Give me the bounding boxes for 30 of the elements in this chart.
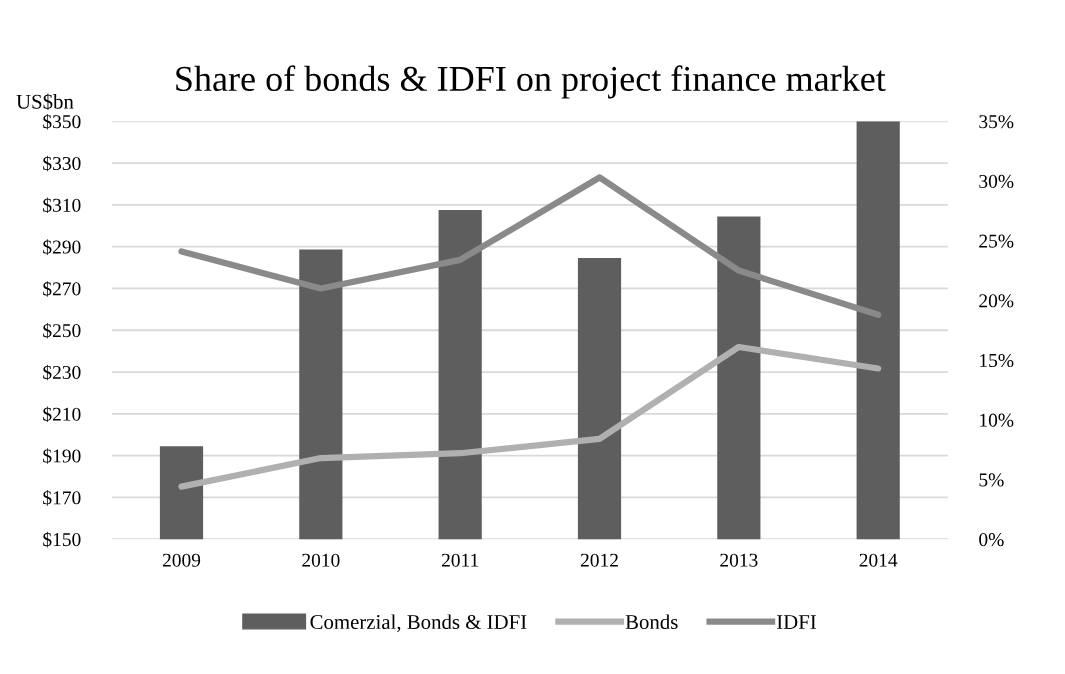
- x-tick-label: 2010: [302, 553, 340, 567]
- y-axis-title: US$bn: [16, 93, 74, 111]
- y-tick-label: $190: [43, 448, 81, 464]
- y-tick-label: $170: [43, 490, 81, 506]
- legend-label: Bonds: [625, 614, 678, 630]
- y-tick-label: $330: [43, 155, 81, 172]
- y-tick-label: $210: [43, 406, 81, 423]
- y2-tick-label: 5%: [979, 473, 1004, 487]
- y2-tick-label: 30%: [979, 174, 1014, 189]
- chart-title: Share of bonds & IDFI on project finance market: [176, 65, 886, 99]
- y-tick-label: $250: [43, 322, 81, 339]
- y2-tick-label: 0%: [979, 533, 1004, 547]
- y-tick-label: $150: [43, 531, 81, 548]
- x-tick-label: 2013: [720, 553, 758, 567]
- y-tick-label: $270: [43, 281, 81, 297]
- x-tick-label: 2012: [580, 553, 618, 567]
- y2-tick-label: 25%: [979, 234, 1014, 248]
- x-tick-label: 2011: [441, 553, 479, 567]
- y2-tick-label: 35%: [979, 115, 1014, 129]
- y-tick-label: $350: [43, 113, 81, 130]
- x-tick-label: 2014: [859, 553, 898, 567]
- y-tick-label: $230: [43, 364, 81, 381]
- y2-tick-label: 10%: [980, 413, 1014, 427]
- y-tick-label: $290: [43, 239, 81, 255]
- y2-tick-label: 20%: [979, 294, 1014, 308]
- x-tick-label: 2009: [162, 553, 201, 567]
- y2-tick-label: 15%: [980, 353, 1014, 368]
- y-tick-label: $310: [43, 197, 81, 214]
- legend-label: IDFI: [777, 615, 817, 629]
- legend-label: Comerzial, Bonds & IDFI: [310, 614, 527, 633]
